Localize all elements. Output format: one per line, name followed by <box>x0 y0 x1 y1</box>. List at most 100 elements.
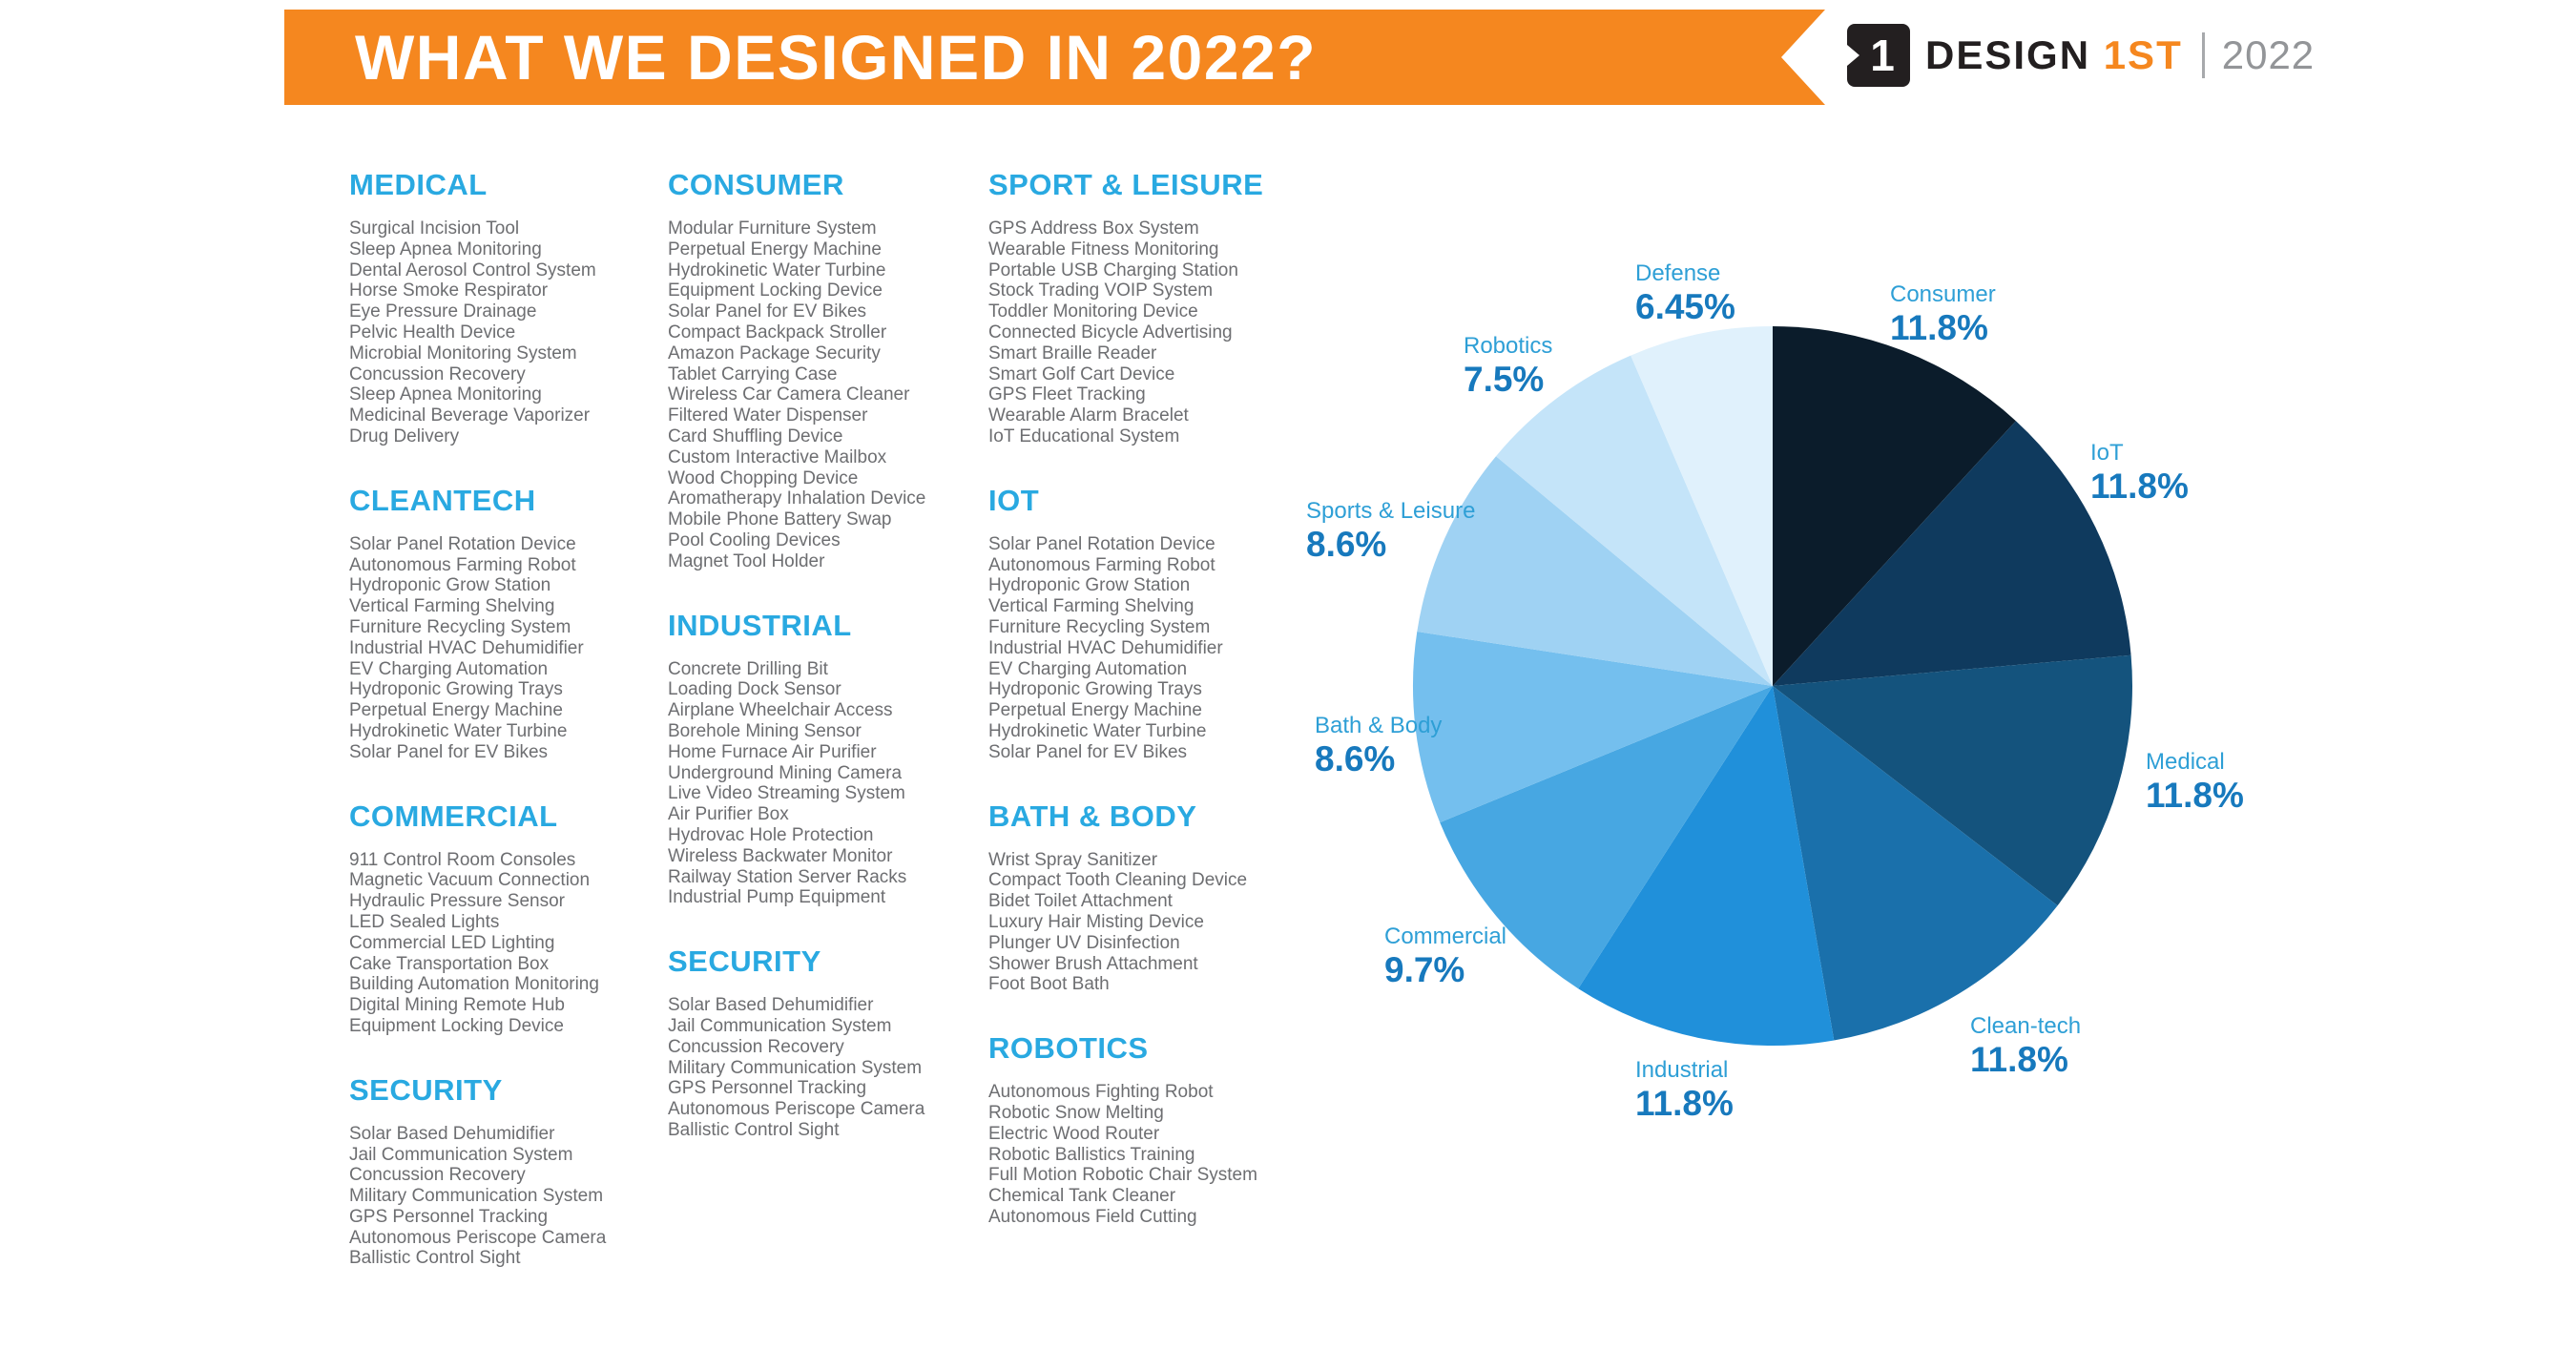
list-item: Bidet Toilet Attachment <box>988 891 1173 912</box>
list-item: Hydroponic Growing Trays <box>349 679 563 700</box>
logo-fold-shape <box>1847 45 1859 66</box>
category-section-cleantech: CLEANTECH Solar Panel Rotation Device Auto… <box>349 484 668 763</box>
list-item: Hydroponic Grow Station <box>349 575 551 596</box>
logo-divider <box>2201 32 2205 78</box>
list-item: Solar Based Dehumidifier <box>668 995 874 1016</box>
list-item: Smart Golf Cart Device <box>988 363 1175 384</box>
list-item: EV Charging Automation <box>349 658 549 679</box>
list-item: Filtered Water Dispenser <box>668 405 868 426</box>
category-heading: CONSUMER <box>668 168 844 201</box>
list-item: Solar Panel for EV Bikes <box>668 301 867 322</box>
category-section-medical: MEDICAL Surgical Incision Tool Sleep Apnea… <box>349 168 668 447</box>
list-item: Industrial HVAC Dehumidifier <box>988 637 1223 658</box>
category-heading: IOT <box>988 483 1040 517</box>
list-item: Full Motion Robotic Chair System <box>988 1165 1257 1186</box>
category-column-2: CONSUMER Modular Furniture System Perpetua… <box>668 168 988 1305</box>
list-item: Autonomous Periscope Camera <box>349 1227 607 1248</box>
category-column-3: SPORT & LEISURE GPS Address Box System Wea… <box>988 168 1399 1305</box>
pie-percent-iot: 11.8% <box>2090 467 2189 506</box>
list-item: Wearable Alarm Bracelet <box>988 405 1189 426</box>
list-item: GPS Personnel Tracking <box>349 1206 549 1227</box>
pie-label-bath-body: Bath & Body <box>1315 713 1442 738</box>
list-item: Military Communication System <box>668 1057 923 1078</box>
list-item: GPS Personnel Tracking <box>668 1078 867 1099</box>
list-item: Airplane Wheelchair Access <box>668 700 893 721</box>
list-item: Railway Station Server Racks <box>668 866 907 887</box>
list-item: Borehole Mining Sensor <box>668 720 862 741</box>
list-item: EV Charging Automation <box>988 658 1188 679</box>
list-item: Commercial LED Lighting <box>349 932 555 953</box>
category-section-iot: IOT Solar Panel Rotation Device Autonomous… <box>988 484 1399 763</box>
list-item: Hydraulic Pressure Sensor <box>349 891 565 912</box>
list-item: Hydrovac Hole Protection <box>668 824 874 845</box>
list-item: Drug Delivery <box>349 425 460 446</box>
category-list: Solar Based Dehumidifier Jail Communicati… <box>668 995 988 1141</box>
list-item: Hydroponic Grow Station <box>988 575 1191 596</box>
pie-label-industrial: Industrial <box>1635 1057 1728 1083</box>
list-item: LED Sealed Lights <box>349 911 500 932</box>
pie-label-medical: Medical <box>2146 749 2225 775</box>
list-item: Microbial Monitoring System <box>349 342 577 363</box>
header-banner: WHAT WE DESIGNED IN 2022? <box>284 10 1825 105</box>
list-item: Industrial HVAC Dehumidifier <box>349 637 584 658</box>
list-item: Sleep Apnea Monitoring <box>349 384 542 405</box>
list-item: Wireless Backwater Monitor <box>668 845 893 866</box>
pie-label-robotics: Robotics <box>1464 333 1552 359</box>
list-item: Sleep Apnea Monitoring <box>349 239 542 259</box>
list-item: Military Communication System <box>349 1186 604 1207</box>
logo-numeral: 1 <box>1870 31 1895 80</box>
category-section-sport-leisure: SPORT & LEISURE GPS Address Box System Wea… <box>988 168 1399 447</box>
list-item: Building Automation Monitoring <box>349 974 599 995</box>
list-item: Autonomous Farming Robot <box>349 554 576 575</box>
list-item: Air Purifier Box <box>668 804 789 825</box>
list-item: Wireless Car Camera Cleaner <box>668 384 910 405</box>
list-item: Solar Panel for EV Bikes <box>349 741 549 762</box>
list-item: Home Furnace Air Purifier <box>668 741 877 762</box>
category-heading: SECURITY <box>349 1072 503 1107</box>
list-item: Hydrokinetic Water Turbine <box>988 720 1207 741</box>
list-item: Luxury Hair Misting Device <box>988 911 1204 932</box>
list-item: GPS Address Box System <box>988 218 1199 239</box>
pie-label-defense: Defense <box>1635 260 1720 286</box>
list-item: Underground Mining Camera <box>668 762 903 783</box>
list-item: Medicinal Beverage Vaporizer <box>349 405 591 426</box>
list-item: Hydroponic Growing Trays <box>988 679 1202 700</box>
list-item: Equipment Locking Device <box>349 1015 564 1036</box>
list-item: Solar Based Dehumidifier <box>349 1123 555 1144</box>
category-column-1: MEDICAL Surgical Incision Tool Sleep Apnea… <box>349 168 668 1305</box>
pie-label-commercial: Commercial <box>1384 924 1506 949</box>
list-item: Wrist Spray Sanitizer <box>988 849 1158 870</box>
category-section-consumer: CONSUMER Modular Furniture System Perpetua… <box>668 168 988 572</box>
category-heading: SECURITY <box>668 944 821 979</box>
list-item: Live Video Streaming System <box>668 783 905 804</box>
category-columns: MEDICAL Surgical Incision Tool Sleep Apnea… <box>349 168 1399 1305</box>
list-item: Chemical Tank Cleaner <box>988 1186 1176 1207</box>
list-item: Portable USB Charging Station <box>988 259 1238 280</box>
category-list: GPS Address Box System Wearable Fitness M… <box>988 218 1399 447</box>
category-list: Solar Panel Rotation Device Autonomous Fa… <box>349 534 668 763</box>
list-item: Autonomous Periscope Camera <box>668 1099 925 1120</box>
list-item: Foot Boot Bath <box>988 974 1110 995</box>
logo-wordmark: DESIGN 1ST <box>1925 32 2183 78</box>
list-item: Stock Trading VOIP System <box>988 280 1214 301</box>
category-list: Solar Based Dehumidifier Jail Communicati… <box>349 1124 668 1270</box>
pie-label-sports-leisure: Sports & Leisure <box>1306 498 1475 524</box>
category-section-commercial: COMMERCIAL 911 Control Room Consoles Magne… <box>349 799 668 1037</box>
list-item: Toddler Monitoring Device <box>988 301 1198 322</box>
list-item: Furniture Recycling System <box>988 616 1211 637</box>
list-item: Electric Wood Router <box>988 1123 1160 1144</box>
pie-percent-consumer: 11.8% <box>1890 308 1988 347</box>
pie-slice-defense <box>1631 326 1773 686</box>
pie-percent-clean-tech: 11.8% <box>1970 1040 2068 1079</box>
category-section-industrial: INDUSTRIAL Concrete Drilling Bit Loading D… <box>668 609 988 909</box>
category-list: Modular Furniture System Perpetual Energy… <box>668 218 988 572</box>
list-item: Vertical Farming Shelving <box>988 596 1195 617</box>
pie-slice-commercial <box>1440 686 1773 989</box>
category-list: Solar Panel Rotation Device Autonomous Fa… <box>988 534 1399 763</box>
pie-label-clean-tech: Clean-tech <box>1970 1013 2081 1039</box>
pie-percent-bath-body: 8.6% <box>1315 739 1395 778</box>
list-item: Autonomous Field Cutting <box>988 1206 1197 1227</box>
pie-slice-clean-tech <box>1773 686 2058 1041</box>
design1st-logo-icon: 1 <box>1847 24 1910 87</box>
pie-label-consumer: Consumer <box>1890 281 1996 307</box>
